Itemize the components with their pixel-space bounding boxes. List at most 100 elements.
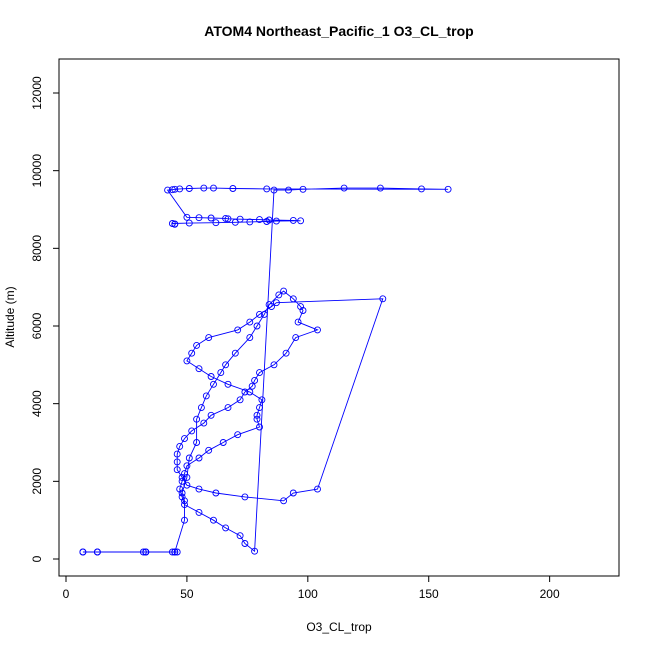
data-point — [234, 431, 242, 439]
data-point — [222, 214, 230, 222]
data-point — [280, 287, 288, 295]
data-point — [173, 466, 181, 474]
data-point — [181, 516, 188, 524]
data-point — [195, 485, 203, 493]
data-point — [299, 185, 307, 193]
data-point — [183, 481, 191, 489]
data-point — [224, 380, 232, 388]
data-point — [236, 396, 244, 404]
data-point — [222, 524, 230, 532]
data-point — [285, 186, 292, 194]
data-point — [246, 334, 254, 342]
data-point — [207, 373, 215, 380]
data-point — [299, 307, 307, 314]
data-point — [210, 516, 217, 524]
data-point — [219, 439, 227, 446]
data-point — [79, 548, 87, 556]
data-point — [241, 540, 249, 547]
plot-frame — [58, 58, 620, 577]
data-point — [178, 477, 186, 485]
x-axis: 0 50 100 150 200 — [63, 575, 560, 601]
data-point — [193, 439, 201, 446]
data-point — [241, 493, 249, 501]
x-tick-label: 100 — [298, 587, 318, 601]
data-point — [205, 446, 213, 454]
data-point — [224, 404, 232, 412]
data-point — [297, 217, 305, 225]
data-point — [183, 473, 191, 481]
data-point — [444, 185, 452, 193]
data-point — [253, 415, 261, 423]
data-point — [181, 470, 188, 478]
y-tick-label: 8000 — [30, 235, 44, 262]
data-point — [272, 299, 280, 307]
data-point — [207, 214, 215, 222]
data-point — [168, 548, 176, 556]
data-point — [188, 349, 196, 357]
chart-title: ATOM4 Northeast_Pacific_1 O3_CL_trop — [204, 23, 473, 39]
data-point — [270, 186, 278, 194]
data-point — [164, 186, 172, 194]
data-point — [234, 326, 242, 334]
data-point — [212, 219, 220, 227]
data-point — [340, 184, 348, 192]
data-point — [181, 501, 188, 509]
y-axis-label: Altitude (m) — [3, 286, 17, 347]
data-point — [210, 184, 217, 192]
data-point — [246, 218, 254, 226]
data-point — [205, 334, 213, 342]
data-point — [183, 213, 191, 221]
data-point — [168, 186, 176, 194]
data-point — [202, 392, 210, 400]
data-point — [229, 185, 237, 192]
data-point — [253, 411, 261, 419]
data-point — [183, 357, 191, 365]
data-point — [289, 489, 297, 497]
data-point — [224, 215, 232, 223]
data-point — [188, 427, 196, 435]
data-point — [241, 388, 249, 396]
data-point — [248, 382, 256, 390]
x-tick-label: 200 — [540, 587, 560, 601]
data-point — [256, 369, 263, 377]
data-point — [222, 361, 230, 369]
data-point — [176, 485, 184, 493]
data-point — [195, 454, 203, 462]
data-point — [263, 185, 271, 193]
data-point — [280, 497, 288, 505]
data-point — [195, 508, 203, 516]
y-tick-label: 6000 — [30, 312, 44, 339]
data-point — [178, 473, 186, 481]
data-point — [185, 454, 193, 462]
data-point — [231, 218, 239, 226]
data-point — [93, 548, 101, 556]
data-point — [200, 419, 208, 427]
data-point — [253, 322, 261, 330]
data-point — [258, 396, 266, 404]
data-point — [236, 532, 244, 540]
data-point — [282, 349, 290, 357]
data-point — [272, 217, 280, 225]
data-point — [171, 548, 179, 556]
data-point — [376, 184, 384, 192]
data-point — [173, 450, 181, 458]
data-point — [260, 310, 268, 318]
y-tick-label: 2000 — [30, 468, 44, 495]
data-point — [185, 219, 193, 227]
data-point — [314, 485, 321, 493]
data-point — [173, 548, 181, 556]
data-point — [263, 218, 271, 225]
data-point — [171, 220, 179, 228]
data-point — [231, 349, 239, 357]
y-tick-label: 4000 — [30, 390, 44, 417]
data-point — [173, 458, 181, 466]
data-point — [251, 547, 259, 555]
data-point — [193, 341, 201, 349]
data-point — [195, 365, 203, 373]
data-point — [142, 548, 150, 556]
series-layer — [79, 184, 452, 556]
data-point — [139, 548, 147, 556]
data-point — [181, 435, 188, 443]
data-point — [246, 318, 254, 326]
